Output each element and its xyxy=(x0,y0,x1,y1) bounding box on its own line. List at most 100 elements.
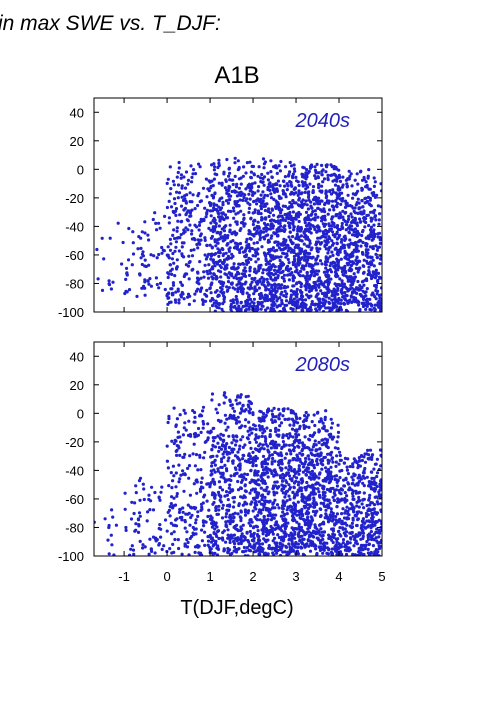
data-point xyxy=(190,268,194,272)
data-point xyxy=(364,185,368,189)
data-point xyxy=(226,550,230,554)
data-point xyxy=(219,290,223,294)
data-point xyxy=(258,409,262,413)
data-point xyxy=(126,258,131,262)
data-point xyxy=(209,221,213,225)
data-point xyxy=(268,429,273,433)
data-point xyxy=(226,528,230,532)
data-point xyxy=(230,441,234,445)
data-point xyxy=(166,275,170,280)
data-point xyxy=(138,539,142,544)
data-point xyxy=(180,195,184,199)
data-point xyxy=(286,264,290,268)
data-point xyxy=(291,241,295,245)
data-point xyxy=(230,282,234,286)
data-point xyxy=(361,240,365,245)
data-point xyxy=(271,278,275,282)
data-point xyxy=(322,302,326,306)
data-point xyxy=(307,169,311,174)
data-point xyxy=(256,469,260,474)
data-point xyxy=(223,421,227,425)
data-point xyxy=(231,435,235,439)
data-point xyxy=(281,189,285,193)
data-point xyxy=(340,198,344,203)
data-point xyxy=(266,171,270,175)
data-point xyxy=(206,187,210,191)
data-point xyxy=(277,407,281,411)
data-point xyxy=(138,273,142,277)
data-point xyxy=(378,303,382,308)
data-point xyxy=(351,465,355,469)
data-point xyxy=(327,224,331,228)
data-point xyxy=(309,451,313,455)
data-point xyxy=(177,298,181,302)
data-point xyxy=(147,552,151,556)
data-point xyxy=(360,280,364,284)
data-point xyxy=(232,525,236,530)
data-point xyxy=(251,496,256,500)
data-point xyxy=(313,505,317,509)
data-point xyxy=(134,491,138,495)
data-point xyxy=(376,301,380,305)
data-point xyxy=(292,201,296,205)
data-point xyxy=(322,501,326,506)
data-point xyxy=(284,490,288,494)
data-point xyxy=(297,198,301,202)
data-point xyxy=(222,476,226,480)
data-point xyxy=(372,271,376,276)
data-point xyxy=(235,194,239,198)
data-point xyxy=(226,201,230,205)
data-point xyxy=(259,193,263,197)
data-point xyxy=(179,173,183,177)
data-point xyxy=(141,543,145,547)
y-tick-label: -100 xyxy=(58,305,84,320)
data-point xyxy=(360,199,364,203)
data-point xyxy=(262,297,267,301)
data-point xyxy=(338,526,342,530)
data-point xyxy=(334,214,338,218)
data-point xyxy=(366,302,370,306)
data-point xyxy=(239,486,243,491)
data-point xyxy=(305,416,309,420)
data-point xyxy=(234,398,238,402)
data-point xyxy=(216,490,221,494)
data-point xyxy=(302,303,306,307)
data-point xyxy=(196,194,200,198)
data-point xyxy=(271,254,275,258)
data-point xyxy=(286,285,290,289)
data-point xyxy=(199,288,203,292)
data-point xyxy=(286,269,290,273)
data-point xyxy=(211,184,215,188)
data-point xyxy=(300,180,304,184)
data-point xyxy=(241,496,245,500)
data-point xyxy=(274,429,278,434)
data-point xyxy=(276,179,280,183)
data-point xyxy=(133,501,137,505)
data-point xyxy=(334,460,338,464)
data-point xyxy=(319,280,323,284)
data-point xyxy=(285,216,289,220)
data-point xyxy=(339,257,343,261)
data-point xyxy=(254,427,258,432)
data-point xyxy=(332,287,336,291)
data-point xyxy=(296,458,300,462)
data-point xyxy=(246,511,250,515)
data-point xyxy=(229,305,233,309)
data-point xyxy=(216,469,220,473)
data-point xyxy=(247,433,251,437)
data-point xyxy=(127,288,132,292)
data-point xyxy=(378,301,382,305)
data-point xyxy=(340,238,344,242)
data-point xyxy=(270,460,274,464)
data-point xyxy=(190,229,194,233)
data-point xyxy=(305,168,309,172)
data-point xyxy=(306,454,310,458)
data-point xyxy=(291,542,295,546)
data-point xyxy=(260,462,264,466)
data-point xyxy=(318,495,322,499)
data-point xyxy=(121,240,125,245)
data-point xyxy=(264,488,268,492)
data-point xyxy=(180,518,184,522)
data-point xyxy=(340,279,344,283)
data-point xyxy=(290,205,294,209)
